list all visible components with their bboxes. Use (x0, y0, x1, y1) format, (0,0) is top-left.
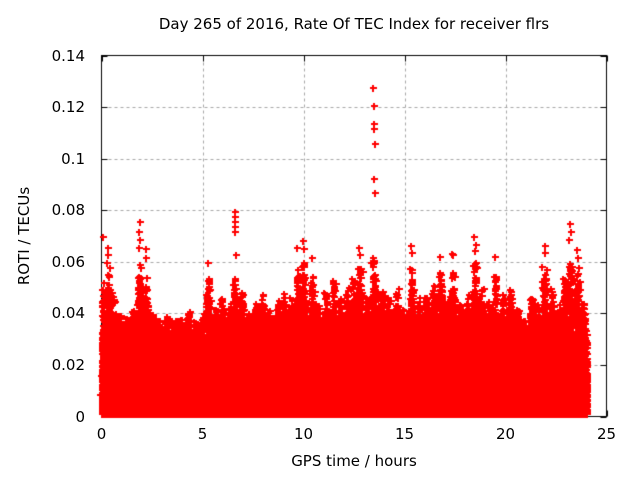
y-tick-label: 0.14 (51, 46, 85, 65)
y-tick-label: 0 (75, 407, 85, 426)
y-tick-label: 0.06 (51, 252, 85, 271)
x-tick-label: 15 (394, 425, 415, 443)
y-tick-label: 0.02 (51, 355, 85, 374)
chart-title: Day 265 of 2016, Rate Of TEC Index for r… (158, 15, 550, 33)
y-tick-label: 0.1 (61, 149, 85, 168)
y-tick-label: 0.04 (51, 304, 85, 323)
x-tick-label: 10 (293, 425, 314, 443)
x-tick-label: 5 (197, 425, 208, 443)
y-tick-label: 0.08 (51, 201, 85, 220)
x-axis-label: GPS time / hours (291, 452, 417, 470)
x-tick-label: 25 (596, 425, 617, 443)
y-tick-label: 0.12 (51, 98, 85, 117)
x-tick-label: 20 (495, 425, 516, 443)
y-axis-label: ROTI / TECUs (15, 186, 33, 286)
x-tick-label: 0 (96, 425, 107, 443)
